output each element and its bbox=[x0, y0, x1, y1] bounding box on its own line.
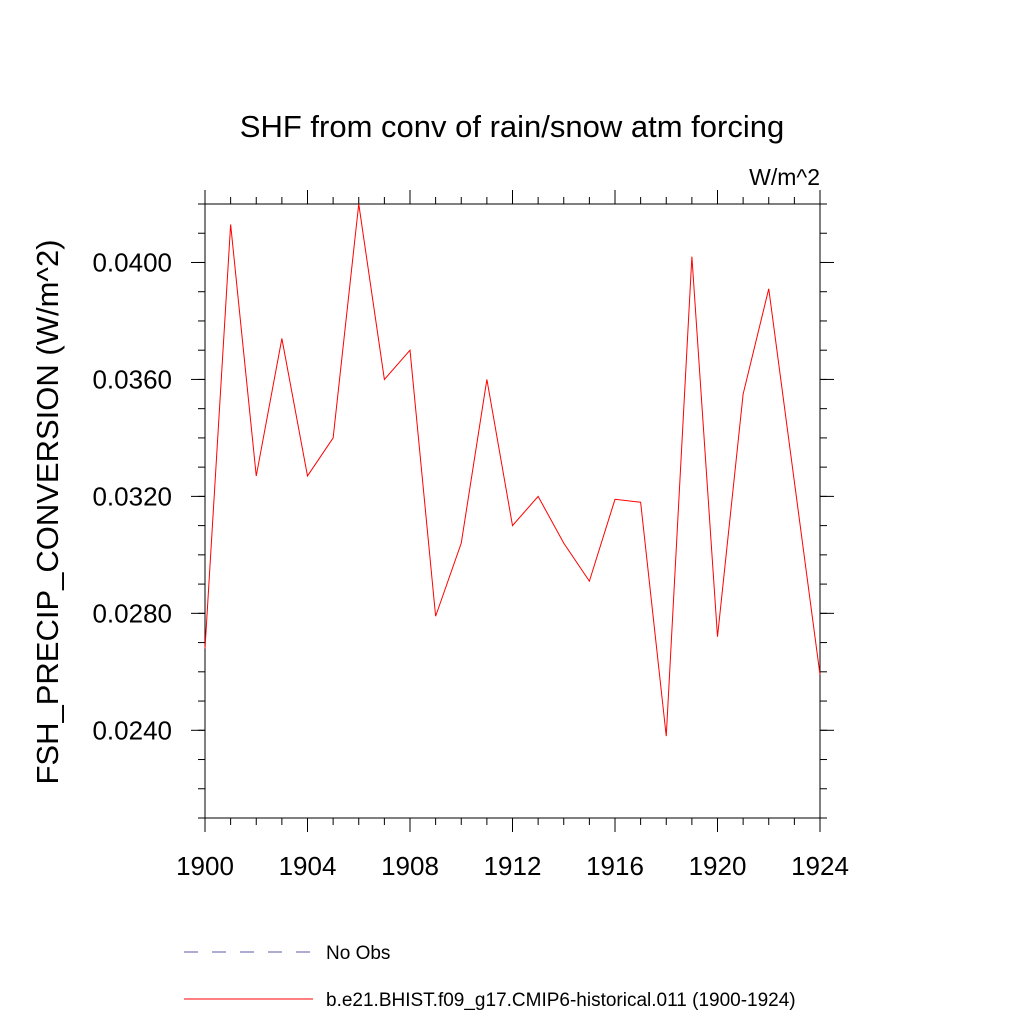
x-tick-label: 1900 bbox=[176, 851, 234, 881]
legend-label: b.e21.BHIST.f09_g17.CMIP6-historical.011… bbox=[326, 990, 796, 1011]
y-tick-label: 0.0360 bbox=[92, 364, 172, 394]
chart-title: SHF from conv of rain/snow atm forcing bbox=[240, 109, 784, 144]
plot-area-border bbox=[204, 203, 821, 819]
y-tick-label: 0.0400 bbox=[92, 247, 172, 277]
series-layer bbox=[204, 203, 821, 737]
x-tick-label: 1916 bbox=[586, 851, 644, 881]
units-label: W/m^2 bbox=[749, 164, 820, 190]
minor-ticks bbox=[198, 197, 827, 825]
legend: No Obs b.e21.BHIST.f09_g17.CMIP6-historic… bbox=[184, 943, 796, 1011]
x-tick-label: 1912 bbox=[484, 851, 542, 881]
x-tick-label: 1904 bbox=[279, 851, 337, 881]
x-tick-label: 1908 bbox=[381, 851, 439, 881]
x-tick-label: 1920 bbox=[689, 851, 747, 881]
x-tick-labels: 1900 1904 1908 1912 1916 1920 1924 bbox=[176, 851, 849, 881]
y-tick-label: 0.0320 bbox=[92, 481, 172, 511]
y-tick-labels: 0.0240 0.0280 0.0320 0.0360 0.0400 bbox=[92, 247, 172, 745]
y-tick-label: 0.0280 bbox=[92, 598, 172, 628]
legend-label: No Obs bbox=[326, 943, 390, 964]
x-tick-label: 1924 bbox=[791, 851, 849, 881]
plot-frame bbox=[204, 203, 821, 819]
y-axis-label: FSH_PRECIP_CONVERSION (W/m^2) bbox=[30, 239, 65, 784]
major-ticks bbox=[191, 190, 834, 832]
y-tick-label: 0.0240 bbox=[92, 715, 172, 745]
series-line bbox=[204, 203, 821, 737]
